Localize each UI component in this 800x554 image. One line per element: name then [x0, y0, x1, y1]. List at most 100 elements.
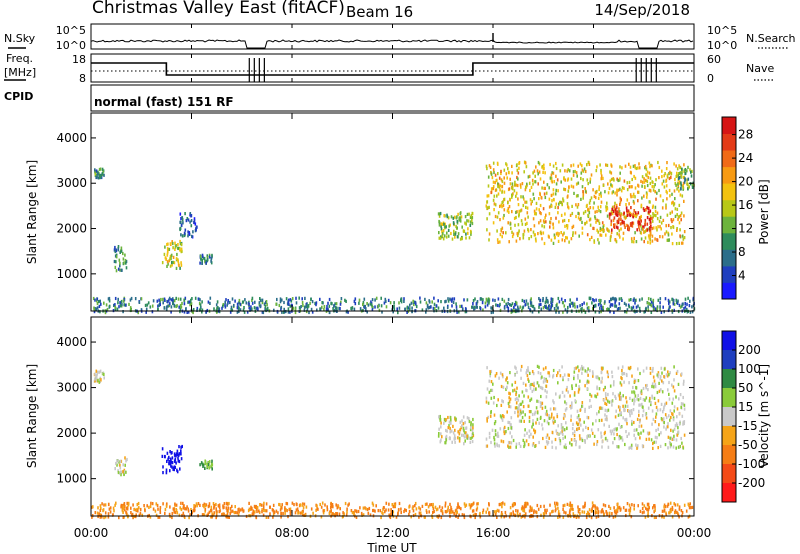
- range-gate-cell: [336, 506, 339, 510]
- range-gate-cell: [684, 177, 686, 181]
- range-gate-cell: [673, 365, 675, 369]
- range-gate-cell: [513, 189, 516, 193]
- range-gate-cell: [598, 241, 600, 245]
- range-gate-cell: [564, 299, 566, 303]
- range-gate-cell: [485, 164, 488, 168]
- range-gate-cell: [225, 506, 228, 510]
- range-gate-cell: [505, 172, 508, 176]
- power-colorbar-tick-label: 16: [738, 198, 753, 212]
- range-gate-cell: [647, 388, 649, 392]
- range-gate-cell: [595, 298, 597, 302]
- range-gate-cell: [279, 508, 282, 512]
- range-gate-cell: [101, 502, 103, 506]
- range-gate-cell: [553, 180, 555, 184]
- range-gate-cell: [581, 231, 584, 235]
- range-gate-cell: [122, 463, 124, 467]
- range-gate-cell: [590, 394, 593, 398]
- range-gate-cell: [515, 406, 518, 410]
- range-gate-cell: [545, 440, 548, 444]
- range-gate-cell: [486, 419, 488, 423]
- range-gate-cell: [552, 188, 555, 192]
- range-gate-cell: [578, 234, 580, 238]
- range-gate-cell: [231, 297, 234, 301]
- range-gate-cell: [437, 434, 440, 438]
- range-gate-cell: [568, 240, 570, 244]
- range-gate-cell: [683, 236, 686, 240]
- range-gate-cell: [618, 437, 621, 441]
- range-gate-cell: [499, 204, 501, 208]
- range-gate-cell: [689, 168, 691, 172]
- range-gate-cell: [108, 296, 111, 301]
- range-gate-cell: [644, 398, 646, 402]
- range-gate-cell: [488, 390, 491, 394]
- range-gate-cell: [464, 307, 467, 311]
- range-gate-cell: [660, 227, 662, 231]
- range-gate-cell: [567, 177, 570, 181]
- range-gate-cell: [545, 384, 548, 388]
- range-gate-cell: [538, 421, 540, 425]
- range-gate-cell: [227, 506, 229, 510]
- range-gate-cell: [203, 256, 206, 261]
- range-gate-cell: [593, 304, 595, 309]
- range-gate-cell: [548, 186, 550, 190]
- range-gate-cell: [360, 511, 363, 516]
- range-gate-cell: [634, 186, 637, 190]
- range-gate-cell: [508, 187, 511, 191]
- range-gate-cell: [508, 421, 511, 425]
- range-gate-cell: [589, 198, 592, 203]
- range-gate-cell: [560, 213, 563, 217]
- range-gate-cell: [457, 232, 460, 236]
- range-gate-cell: [163, 297, 166, 301]
- range-gate-cell: [620, 425, 623, 429]
- range-gate-cell: [609, 303, 612, 307]
- range-gate-cell: [616, 308, 619, 312]
- range-gate-cell: [631, 503, 633, 507]
- range-gate-cell: [509, 392, 511, 396]
- range-gate-cell: [546, 299, 548, 303]
- range-gate-cell: [629, 506, 632, 510]
- range-gate-cell: [168, 247, 171, 251]
- range-gate-cell: [629, 414, 631, 418]
- range-gate-cell: [682, 185, 684, 189]
- range-gate-cell: [679, 193, 682, 197]
- range-gate-cell: [198, 302, 201, 306]
- range-gate-cell: [211, 467, 213, 471]
- range-gate-cell: [265, 307, 267, 312]
- range-gate-cell: [426, 502, 428, 506]
- nave-label: Nave: [746, 62, 774, 75]
- range-gate-cell: [299, 511, 302, 515]
- range-gate-cell: [454, 428, 456, 432]
- range-gate-cell: [620, 413, 622, 417]
- range-gate-cell: [525, 200, 528, 204]
- range-gate-cell: [651, 234, 654, 238]
- range-gate-cell: [629, 165, 632, 169]
- range-gate-cell: [631, 177, 633, 182]
- range-gate-cell: [577, 373, 579, 378]
- range-gate-cell: [642, 386, 645, 391]
- range-gate-cell: [671, 383, 673, 387]
- range-gate-cell: [448, 424, 450, 428]
- range-gate-cell: [460, 426, 463, 430]
- range-gate-cell: [98, 300, 100, 304]
- range-gate-cell: [533, 384, 535, 388]
- range-gate-cell: [229, 506, 232, 511]
- range-gate-cell: [627, 366, 630, 370]
- range-gate-cell: [659, 375, 662, 379]
- range-gate-cell: [488, 431, 491, 435]
- range-gate-cell: [238, 298, 241, 303]
- range-gate-cell: [506, 176, 508, 180]
- range-gate-cell: [680, 436, 682, 441]
- range-gate-cell: [674, 503, 677, 507]
- range-gate-cell: [643, 180, 646, 184]
- range-gate-cell: [611, 205, 614, 209]
- range-gate-cell: [680, 187, 682, 191]
- range-gate-cell: [527, 369, 530, 373]
- range-gate-cell: [677, 430, 679, 434]
- range-gate-cell: [665, 513, 668, 517]
- range-gate-cell: [124, 258, 127, 263]
- range-gate-cell: [649, 234, 651, 238]
- range-gate-cell: [396, 307, 398, 311]
- range-gate-cell: [535, 511, 538, 515]
- range-gate-cell: [582, 366, 585, 370]
